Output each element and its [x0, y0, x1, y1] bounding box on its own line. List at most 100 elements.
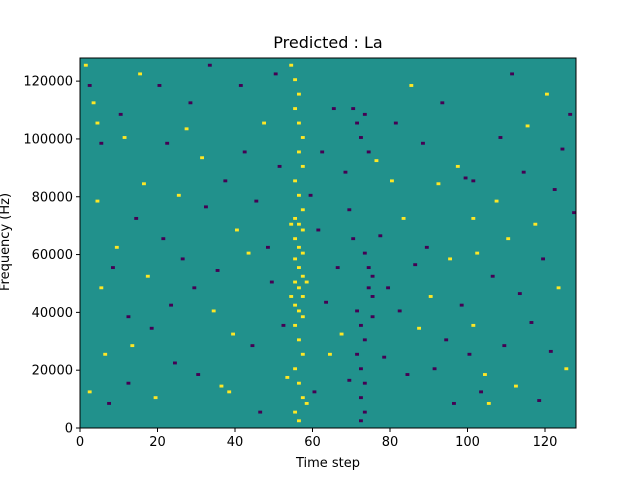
- heatmap-cell: [196, 373, 201, 376]
- heatmap-cell: [277, 164, 282, 168]
- heatmap-cell: [521, 170, 526, 174]
- heatmap-cell: [506, 237, 511, 241]
- y-tick-label: 60000: [32, 248, 73, 263]
- heatmap-cell: [564, 367, 569, 371]
- heatmap-background: [80, 58, 576, 428]
- heatmap-cell: [300, 396, 305, 400]
- y-axis-label: Frequency (Hz): [0, 193, 13, 291]
- heatmap-cell: [479, 390, 484, 394]
- x-tick-label: 60: [304, 435, 321, 450]
- heatmap-cell: [118, 112, 123, 116]
- heatmap-cell: [293, 107, 298, 111]
- heatmap-cell: [300, 136, 305, 139]
- heatmap-cell: [421, 141, 425, 145]
- heatmap-cell: [471, 216, 476, 220]
- heatmap-cell: [95, 199, 100, 203]
- x-tick-label: 80: [382, 435, 399, 450]
- x-tick-label: 40: [227, 435, 244, 450]
- heatmap-cell: [300, 274, 305, 278]
- heatmap-cell: [293, 323, 298, 327]
- heatmap-cell: [444, 338, 449, 342]
- heatmap-cell: [448, 257, 453, 261]
- heatmap-cell: [180, 257, 185, 261]
- heatmap-cell: [153, 396, 158, 400]
- heatmap-cell: [289, 295, 294, 298]
- heatmap-cell: [99, 141, 104, 145]
- heatmap-cell: [351, 237, 356, 241]
- heatmap-cell: [347, 208, 352, 212]
- heatmap-cell: [188, 101, 193, 105]
- y-tick-label: 80000: [32, 190, 73, 205]
- y-tick-label: 40000: [32, 306, 73, 321]
- heatmap-cell: [359, 367, 363, 371]
- heatmap-cell: [374, 159, 379, 163]
- heatmap-cell: [99, 286, 104, 290]
- heatmap-cell: [424, 245, 429, 249]
- heatmap-cell: [107, 401, 112, 405]
- heatmap-cell: [514, 384, 518, 388]
- heatmap-cell: [467, 352, 472, 356]
- heatmap-cell: [355, 121, 360, 125]
- x-tick-label: 120: [533, 435, 558, 450]
- heatmap-cell: [463, 176, 468, 180]
- heatmap-cell: [126, 381, 131, 385]
- heatmap-cell: [215, 269, 220, 272]
- heatmap-cell: [355, 352, 360, 356]
- heatmap-cell: [285, 375, 290, 379]
- heatmap-cell: [297, 245, 301, 249]
- heatmap-cell: [297, 266, 301, 270]
- heatmap-cell: [304, 280, 309, 284]
- plot-frame: [79, 57, 577, 429]
- chart-title: Predicted : La: [273, 33, 382, 52]
- heatmap-cell: [362, 338, 367, 342]
- heatmap-cell: [297, 309, 301, 313]
- heatmap-cell: [370, 274, 375, 278]
- y-axis: 0 20000 40000 60000 80000 100000 120000: [23, 75, 80, 437]
- heatmap-cell: [173, 361, 177, 365]
- heatmap-cell: [235, 228, 239, 232]
- heatmap-cell: [293, 257, 298, 261]
- heatmap-cell: [91, 101, 96, 105]
- heatmap-cell: [572, 211, 577, 215]
- heatmap-cell: [223, 179, 228, 183]
- heatmap-cell: [242, 150, 247, 154]
- heatmap-cell: [452, 401, 456, 405]
- heatmap-cell: [281, 323, 286, 327]
- heatmap-cell: [273, 72, 278, 76]
- heatmap-cell: [145, 274, 150, 278]
- heatmap-cell: [386, 286, 391, 290]
- heatmap-cell: [335, 266, 340, 270]
- heatmap-cell: [293, 367, 298, 371]
- heatmap-cell: [130, 344, 135, 348]
- heatmap-cell: [293, 237, 298, 241]
- heatmap-cell: [324, 300, 329, 304]
- heatmap-cell: [297, 286, 301, 290]
- heatmap-cell: [122, 136, 127, 139]
- heatmap-cell: [490, 274, 495, 278]
- heatmap-cell: [300, 295, 305, 298]
- heatmap-cell: [483, 373, 487, 376]
- heatmap-cell: [204, 205, 208, 209]
- heatmap-cell: [269, 280, 274, 284]
- y-tick-label: 0: [65, 422, 73, 437]
- heatmap-cell: [300, 251, 305, 255]
- heatmap-cell: [103, 352, 108, 356]
- heatmap-cell: [486, 401, 491, 405]
- heatmap-cell: [254, 199, 259, 203]
- heatmap-cell: [517, 292, 522, 296]
- heatmap-cell: [440, 101, 445, 105]
- heatmap-cell: [405, 373, 410, 376]
- heatmap-cell: [455, 164, 460, 168]
- heatmap-cell: [525, 124, 530, 128]
- heatmap-cell: [471, 323, 476, 327]
- heatmap-cell: [297, 419, 301, 423]
- heatmap-cell: [211, 309, 216, 313]
- heatmap-cell: [87, 390, 92, 394]
- x-axis: 0 20 40 60 80 100 120: [76, 428, 558, 450]
- heatmap-cell: [432, 367, 437, 371]
- x-axis-label: Time step: [295, 456, 360, 471]
- heatmap-cell: [111, 266, 115, 270]
- heatmap-cell: [417, 326, 422, 330]
- heatmap-cell: [545, 92, 549, 96]
